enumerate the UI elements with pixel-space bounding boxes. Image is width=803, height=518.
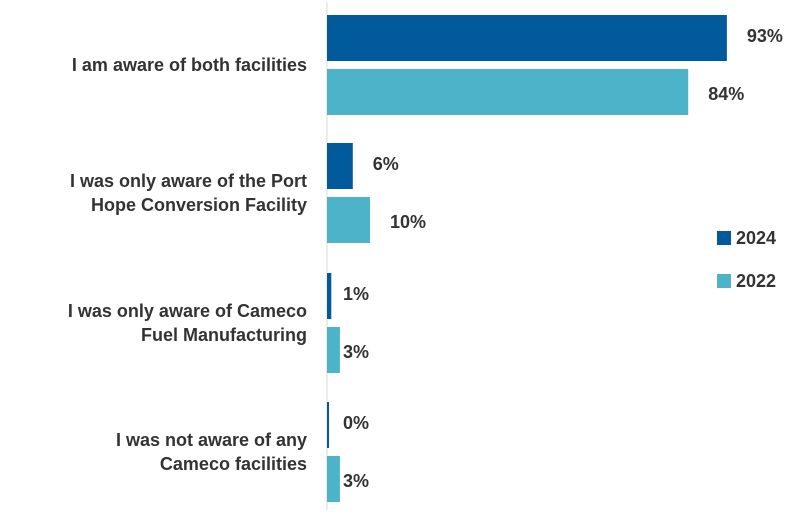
bar-2024-0 bbox=[327, 15, 727, 61]
category-label-line: Cameco facilities bbox=[160, 454, 307, 474]
category-label: I was not aware of any Cameco facilities bbox=[116, 430, 307, 474]
bar-2024-1 bbox=[327, 143, 353, 189]
category-label: I was only aware of Cameco Fuel Manufactu… bbox=[68, 301, 307, 345]
value-label: 93% bbox=[747, 26, 783, 46]
value-labels: 93% 84% 6% 10% 1% 3% 0% 3% bbox=[343, 26, 783, 491]
category-label-line: I was only aware of Cameco bbox=[68, 301, 307, 321]
category-label-line: I was not aware of any bbox=[116, 430, 307, 450]
value-label: 84% bbox=[708, 84, 744, 104]
legend-swatch-2022 bbox=[717, 274, 731, 288]
category-label: I am aware of both facilities bbox=[72, 55, 307, 75]
value-label: 3% bbox=[343, 471, 369, 491]
category-label-line: I am aware of both facilities bbox=[72, 55, 307, 75]
category-label-line: I was only aware of the Port bbox=[70, 171, 307, 191]
category-labels: I am aware of both facilities I was only … bbox=[68, 55, 307, 474]
bar-2022-3 bbox=[327, 456, 340, 502]
category-label-line: Fuel Manufacturing bbox=[141, 325, 307, 345]
bar-2024-3 bbox=[327, 402, 329, 448]
bars bbox=[327, 15, 727, 502]
bar-2022-0 bbox=[327, 69, 689, 115]
legend: 2024 2022 bbox=[717, 228, 776, 291]
bar-2022-2 bbox=[327, 327, 340, 373]
value-label: 6% bbox=[373, 154, 399, 174]
bar-2022-1 bbox=[327, 197, 370, 243]
category-label: I was only aware of the Port Hope Convers… bbox=[70, 171, 307, 215]
value-label: 0% bbox=[343, 413, 369, 433]
category-label-line: Hope Conversion Facility bbox=[91, 195, 307, 215]
legend-label: 2024 bbox=[736, 228, 776, 248]
value-label: 3% bbox=[343, 342, 369, 362]
value-label: 1% bbox=[343, 284, 369, 304]
value-label: 10% bbox=[390, 212, 426, 232]
legend-swatch-2024 bbox=[717, 231, 731, 245]
bar-2024-2 bbox=[327, 273, 332, 319]
legend-label: 2022 bbox=[736, 271, 776, 291]
